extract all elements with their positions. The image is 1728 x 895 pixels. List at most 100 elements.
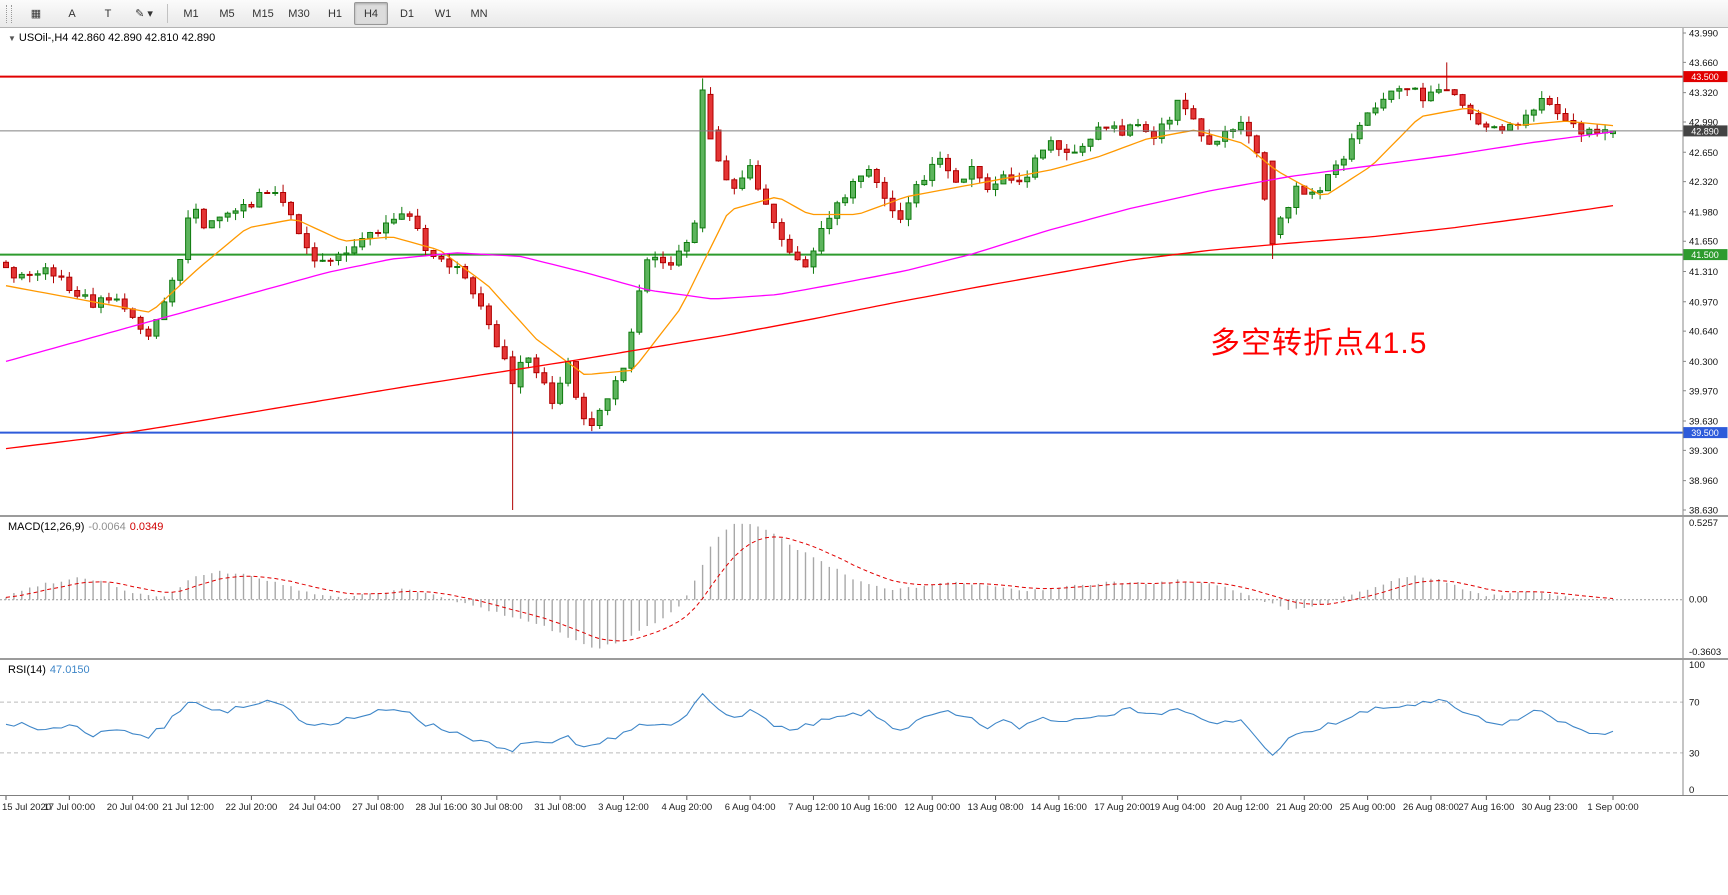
timeframe-m1[interactable]: M1	[183, 7, 199, 20]
hline-badge-41.500	[1683, 249, 1728, 261]
price-axis-label: 40.970	[1689, 297, 1718, 308]
chart-title: ▼ USOil-,H4 42.860 42.890 42.810 42.890	[8, 32, 215, 44]
price-axis-label: 42.320	[1689, 177, 1718, 188]
macd-axis-label: 0.00	[1689, 595, 1708, 606]
time-axis-label: 19 Aug 04:00	[1150, 802, 1206, 813]
timeframe-w1[interactable]: W1	[434, 7, 452, 20]
price-axis-label: 41.650	[1689, 237, 1718, 248]
time-axis-label: 1 Sep 00:00	[1587, 802, 1638, 813]
draw-tools-dropdown[interactable]: ✎ ▾	[135, 8, 153, 20]
timeframe-m15[interactable]: M15	[252, 7, 274, 20]
timeframe-h1[interactable]: H1	[327, 7, 343, 20]
rsi-canvas[interactable]: 100 70 30 0	[0, 660, 1728, 795]
text-tool-a-button[interactable]: A	[68, 7, 76, 20]
time-axis-label: 25 Aug 00:00	[1340, 802, 1396, 813]
rsi-axis-label: 100	[1689, 660, 1705, 671]
time-axis-label: 14 Aug 16:00	[1031, 802, 1087, 813]
timeframe-h4[interactable]: H4	[354, 2, 388, 25]
macd-signal-line	[5, 536, 1614, 642]
chart-dropdown-icon[interactable]: ▼	[8, 34, 16, 43]
price-axis-label: 39.630	[1689, 417, 1718, 428]
time-axis-label: 17 Jul 00:00	[43, 802, 95, 813]
ma-mid-line	[5, 131, 1614, 363]
time-axis-label: 7 Aug 12:00	[788, 802, 839, 813]
toolbar: ▦ A T ✎ ▾ M1 M5 M15 M30 H1 H4 D1 W1 MN	[0, 0, 1728, 28]
time-axis-label: 22 Jul 20:00	[226, 802, 278, 813]
rsi-panel[interactable]: 100 70 30 0 RSI(14) 47.0150	[0, 660, 1728, 795]
time-axis-label: 26 Aug 08:00	[1403, 802, 1459, 813]
price-axis-label: 41.310	[1689, 267, 1718, 278]
time-axis-label: 20 Aug 12:00	[1213, 802, 1269, 813]
rsi-axis: 100 70 30 0	[1682, 660, 1728, 795]
macd-name: MACD(12,26,9)	[8, 521, 85, 533]
rsi-name: RSI(14)	[8, 664, 46, 676]
time-axis-label: 21 Aug 20:00	[1276, 802, 1332, 813]
svg-text:39.500: 39.500	[1691, 428, 1719, 438]
rsi-value: 47.0150	[49, 664, 90, 676]
text-annotation-object[interactable]: 多空转折点41.5	[1210, 327, 1428, 360]
svg-text:42.890: 42.890	[1691, 126, 1719, 136]
price-axis[interactable]: 43.990 43.660 43.320 42.990 42.650 42.320 41.9…	[1682, 28, 1728, 516]
current-price-badge	[1683, 125, 1728, 137]
time-axis-label: 27 Jul 08:00	[352, 802, 404, 813]
candles	[3, 62, 1616, 510]
time-axis-label: 3 Aug 12:00	[598, 802, 649, 813]
time-axis-label: 15 Jul 2020	[2, 802, 51, 813]
ma-fast-line	[5, 107, 1614, 375]
price-axis-label: 39.300	[1689, 446, 1718, 457]
main-chart-panel[interactable]: 43.990 43.660 43.320 42.990 42.650 42.320 41.9…	[0, 28, 1728, 515]
macd-signal-value: 0.0349	[129, 521, 164, 533]
chart-grid-icon[interactable]: ▦	[30, 8, 42, 20]
macd-label: MACD(12,26,9) -0.0064 0.0349	[8, 521, 163, 533]
time-axis-label: 13 Aug 08:00	[968, 802, 1024, 813]
timeframe-mn[interactable]: MN	[470, 7, 488, 20]
panel-divider[interactable]	[0, 658, 1728, 660]
drawing-tools-group: ▦ A T ✎ ▾	[18, 2, 162, 25]
timeframe-m5[interactable]: M5	[219, 7, 235, 20]
time-axis-label: 27 Aug 16:00	[1458, 802, 1514, 813]
time-axis-label: 12 Aug 00:00	[904, 802, 960, 813]
price-axis-label: 40.300	[1689, 357, 1718, 368]
rsi-line	[5, 692, 1614, 757]
panel-divider[interactable]	[0, 515, 1728, 517]
time-axis-label: 30 Aug 23:00	[1522, 802, 1578, 813]
price-axis-label: 38.630	[1689, 506, 1718, 516]
toolbar-grip[interactable]	[6, 4, 12, 23]
price-axis-label: 39.970	[1689, 386, 1718, 397]
rsi-axis-label: 0	[1689, 785, 1694, 795]
price-axis-label: 40.640	[1689, 327, 1718, 338]
text-tool-t-button[interactable]: T	[104, 7, 112, 20]
chart-title-text: USOil-,H4 42.860 42.890 42.810 42.890	[18, 32, 216, 44]
time-axis-label: 21 Jul 12:00	[162, 802, 214, 813]
time-axis-label: 30 Jul 08:00	[471, 802, 523, 813]
time-axis-label: 17 Aug 20:00	[1094, 802, 1150, 813]
hline-badge-39.500	[1683, 427, 1728, 439]
time-axis[interactable]: 15 Jul 2020 17 Jul 00:00 20 Jul 04:00 21 Ju…	[0, 795, 1728, 816]
rsi-axis-label: 70	[1689, 698, 1700, 709]
time-axis-label: 10 Aug 16:00	[841, 802, 897, 813]
timeframe-d1[interactable]: D1	[399, 7, 415, 20]
time-axis-label: 28 Jul 16:00	[416, 802, 468, 813]
macd-value: -0.0064	[88, 521, 126, 533]
macd-histogram	[5, 523, 1614, 649]
rsi-axis-label: 30	[1689, 748, 1700, 759]
toolbar-separator	[167, 4, 168, 23]
macd-axis: 0.5257 0.00 -0.3603	[1682, 517, 1728, 658]
hline-badge-43.500	[1683, 71, 1728, 83]
macd-canvas[interactable]: 0.5257 0.00 -0.3603	[0, 517, 1728, 658]
time-axis-label: 24 Jul 04:00	[289, 802, 341, 813]
price-axis-label: 43.320	[1689, 88, 1718, 99]
time-axis-label: 4 Aug 20:00	[661, 802, 712, 813]
macd-axis-label: -0.3603	[1689, 647, 1721, 658]
price-axis-label: 42.990	[1689, 118, 1718, 129]
macd-panel[interactable]: 0.5257 0.00 -0.3603 MACD(12,26,9) -0.0064 0.…	[0, 517, 1728, 658]
price-axis-label: 42.650	[1689, 148, 1718, 159]
main-chart-canvas[interactable]: 43.990 43.660 43.320 42.990 42.650 42.320 41.9…	[0, 28, 1728, 515]
svg-text:43.500: 43.500	[1691, 72, 1719, 82]
timeframe-toolbar: M1 M5 M15 M30 H1 H4 D1 W1 MN	[173, 2, 497, 25]
time-axis-label: 20 Jul 04:00	[107, 802, 159, 813]
timeframe-m30[interactable]: M30	[288, 7, 310, 20]
price-axis-label: 43.660	[1689, 58, 1718, 69]
